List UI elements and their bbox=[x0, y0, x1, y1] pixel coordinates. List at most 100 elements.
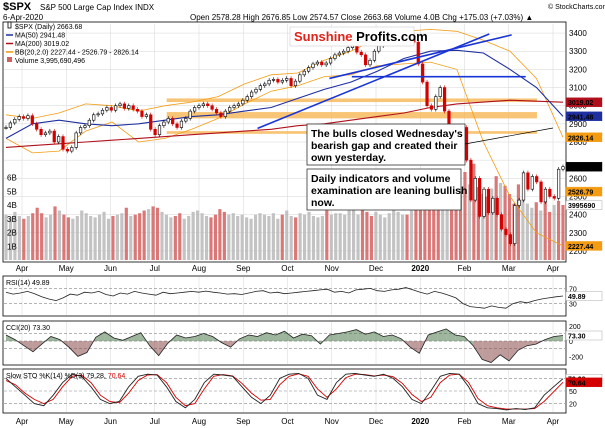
candle-body bbox=[263, 83, 267, 87]
candle-body bbox=[21, 116, 26, 119]
volume-bar bbox=[93, 217, 97, 260]
rsi-tick-label: 70 bbox=[569, 286, 577, 293]
volume-bar bbox=[62, 214, 66, 260]
volume-bar bbox=[124, 207, 128, 260]
volume-bar bbox=[106, 218, 111, 260]
volume-bar bbox=[115, 214, 119, 260]
ma200-line bbox=[5, 99, 564, 148]
candle-body bbox=[43, 132, 48, 136]
legend-entry: MA(200) 3019.02 bbox=[15, 41, 69, 48]
volume-bar bbox=[543, 200, 547, 260]
candle-body bbox=[219, 112, 223, 117]
candle-body bbox=[561, 166, 565, 170]
cci-fill bbox=[347, 329, 357, 342]
candle-body bbox=[245, 96, 249, 101]
value-badge-label: 3019.02 bbox=[568, 100, 593, 107]
volume-bar bbox=[13, 211, 17, 260]
candle-body bbox=[201, 103, 205, 106]
price-tick-label: 2900 bbox=[569, 120, 587, 129]
candle-body bbox=[78, 127, 83, 134]
volume-bar bbox=[8, 217, 13, 260]
candle-body bbox=[478, 178, 482, 217]
candle-body bbox=[157, 125, 162, 136]
candle-body bbox=[504, 228, 508, 235]
candle-body bbox=[4, 127, 8, 129]
volume-tick-label: 1B bbox=[7, 242, 17, 251]
volume-bar bbox=[155, 207, 160, 260]
volume-bar bbox=[249, 218, 253, 260]
candle-body bbox=[315, 61, 319, 65]
x-tick-label: Apr bbox=[16, 264, 29, 273]
volume-bar bbox=[89, 216, 93, 260]
volume-bar bbox=[267, 216, 271, 260]
sto-tick-label: 50 bbox=[569, 389, 577, 396]
candle-body bbox=[223, 110, 227, 117]
price-tick-label: 2500 bbox=[569, 192, 587, 201]
candle-body bbox=[508, 234, 512, 244]
candle-body bbox=[30, 115, 34, 125]
volume-bar bbox=[356, 214, 360, 260]
candle-body bbox=[337, 52, 341, 56]
candle-body bbox=[52, 130, 56, 143]
x-tick-label: Aug bbox=[192, 264, 206, 273]
x-tick-label: Sep bbox=[236, 264, 251, 273]
annotation-box-2: Daily indicators and volume examination … bbox=[306, 168, 467, 211]
volume-bar bbox=[164, 214, 169, 260]
candle-body bbox=[192, 107, 197, 112]
candle-body bbox=[92, 114, 96, 121]
legend-swatch bbox=[7, 57, 12, 62]
volume-bar bbox=[75, 216, 79, 260]
volume-bar bbox=[392, 209, 396, 260]
rsi-title: RSI(14) 49.89 bbox=[6, 280, 50, 287]
cci-fill bbox=[77, 341, 87, 357]
x-tick-label: Feb bbox=[458, 264, 472, 273]
cci-fill bbox=[518, 341, 528, 351]
price-tick-label: 2300 bbox=[569, 229, 587, 238]
volume-bar bbox=[561, 205, 565, 260]
candle-body bbox=[48, 130, 52, 134]
candle-body bbox=[359, 51, 363, 56]
volume-bar bbox=[534, 202, 538, 260]
cci-fill bbox=[329, 333, 339, 342]
stockcharts-credit: © StockCharts.com bbox=[548, 3, 605, 11]
volume-bar bbox=[400, 214, 405, 260]
volume-bar bbox=[409, 210, 414, 260]
zone-band bbox=[166, 98, 537, 103]
price-tick-label: 2800 bbox=[569, 138, 587, 147]
value-badge-label: 2663.68 bbox=[568, 165, 593, 172]
cci-fill bbox=[32, 341, 42, 352]
volume-bar bbox=[454, 174, 458, 260]
candle-body bbox=[429, 105, 434, 110]
volume-bar bbox=[343, 214, 347, 260]
value-badge-label: 2526.79 bbox=[568, 190, 593, 197]
candle-body bbox=[153, 128, 157, 136]
volume-bar bbox=[467, 184, 472, 260]
volume-bar bbox=[338, 213, 342, 260]
cci-fill bbox=[275, 331, 285, 342]
volume-bar bbox=[325, 210, 329, 260]
cci-fill bbox=[257, 332, 267, 342]
volume-bar bbox=[396, 211, 400, 260]
value-badge-label: 3995690 bbox=[568, 203, 595, 210]
volume-bar bbox=[329, 214, 333, 260]
cci-fill bbox=[131, 332, 141, 342]
candle-body bbox=[526, 172, 530, 190]
candle-body bbox=[320, 61, 324, 66]
candle-body bbox=[131, 105, 135, 110]
volume-bar bbox=[142, 210, 146, 260]
ohlc-readout: Open 2578.28 High 2676.85 Low 2574.57 Cl… bbox=[190, 13, 533, 22]
bb-upper-line bbox=[5, 28, 564, 138]
volume-bar bbox=[289, 216, 293, 260]
x-tick-label-bottom: Apr bbox=[16, 417, 29, 426]
volume-bar bbox=[262, 214, 267, 260]
volume-bar bbox=[365, 211, 369, 260]
candle-body bbox=[293, 80, 298, 87]
cci-fill bbox=[437, 328, 447, 342]
cci-fill bbox=[509, 341, 519, 361]
volume-bar bbox=[311, 216, 316, 260]
x-tick-label: Apr bbox=[547, 264, 560, 273]
volume-bar bbox=[138, 213, 142, 260]
volume-bar bbox=[436, 188, 440, 260]
x-tick-label-bottom: Jun bbox=[104, 417, 117, 426]
sto-title: Slow STO %K(14) %D(3) 79.28, 70.64 bbox=[6, 373, 125, 380]
